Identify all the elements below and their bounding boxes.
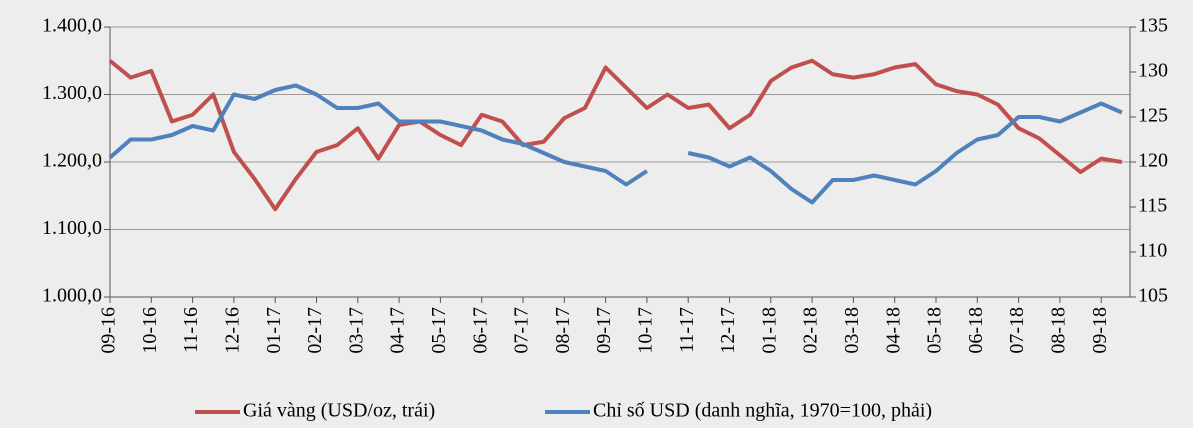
x-tick-label: 03-17	[345, 307, 367, 354]
x-tick-label: 12-17	[717, 307, 739, 354]
x-tick-label: 02-17	[304, 307, 326, 354]
y2-tick-label: 120	[1138, 150, 1168, 172]
y2-tick-label: 110	[1138, 240, 1167, 262]
x-tick-label: 06-18	[965, 307, 987, 354]
x-tick-label: 04-17	[387, 307, 409, 354]
x-tick-label: 09-17	[593, 307, 615, 354]
y2-tick-label: 125	[1138, 105, 1168, 127]
x-tick-label: 09-16	[98, 307, 120, 354]
x-tick-label: 11-17	[676, 307, 698, 353]
series-line	[108, 83, 648, 187]
x-tick-label: 09-18	[1089, 307, 1111, 354]
y2-tick-label: 130	[1138, 60, 1168, 82]
x-tick-label: 01-18	[758, 307, 780, 354]
x-tick-label: 05-17	[428, 307, 450, 354]
legend-label: Giá vàng (USD/oz, trái)	[243, 400, 435, 422]
x-tick-label: 02-18	[800, 307, 822, 354]
x-tick-label: 08-18	[1047, 307, 1069, 354]
y-tick-label: 1.400,0	[42, 15, 102, 37]
x-tick-label: 07-18	[1006, 307, 1028, 354]
y2-tick-label: 115	[1138, 195, 1167, 217]
x-tick-label: 05-18	[924, 307, 946, 354]
legend-label: Chỉ số USD (danh nghĩa, 1970=100, phải)	[593, 400, 932, 422]
y2-tick-label: 135	[1138, 15, 1168, 37]
y-tick-label: 1.200,0	[42, 150, 102, 172]
y2-tick-label: 105	[1138, 285, 1168, 307]
y-tick-label: 1.100,0	[42, 217, 102, 239]
x-tick-label: 12-16	[221, 307, 243, 354]
series-line	[687, 101, 1123, 205]
y-tick-label: 1.300,0	[42, 82, 102, 104]
x-tick-label: 10-17	[634, 307, 656, 354]
series-line	[108, 58, 1123, 212]
x-tick-label: 03-18	[841, 307, 863, 354]
x-tick-label: 07-17	[511, 307, 533, 354]
x-tick-label: 04-18	[882, 307, 904, 354]
x-tick-label: 01-17	[263, 307, 285, 354]
x-tick-label: 10-16	[139, 307, 161, 354]
y-tick-label: 1.000,0	[42, 285, 102, 307]
x-tick-label: 08-17	[552, 307, 574, 354]
x-tick-label: 11-16	[180, 307, 202, 353]
x-tick-label: 06-17	[469, 307, 491, 354]
